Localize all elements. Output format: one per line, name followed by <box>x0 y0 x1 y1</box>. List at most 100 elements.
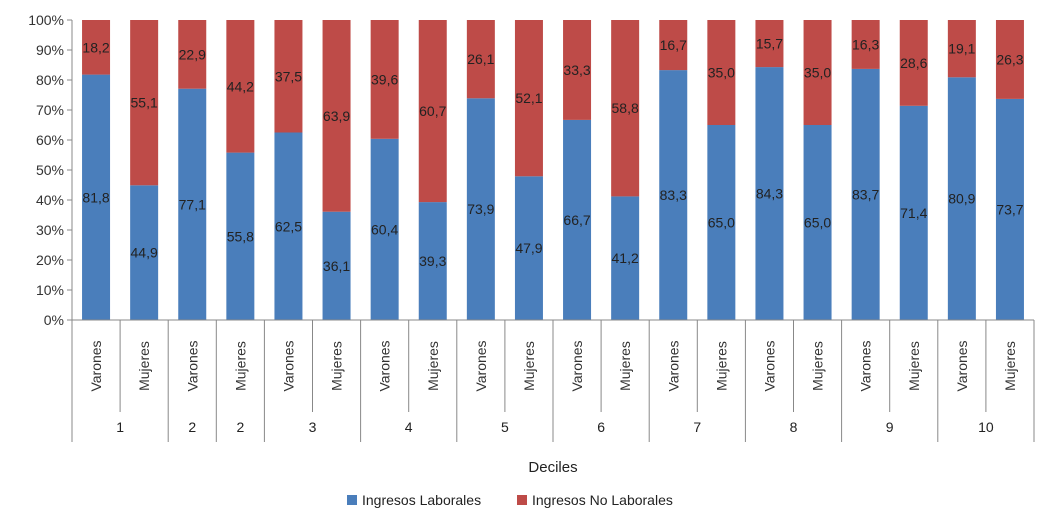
y-tick-label: 0% <box>44 312 64 328</box>
x-category-label: Mujeres <box>1002 341 1018 391</box>
bar-laborales-12 <box>611 196 640 320</box>
bar-no-laborales-6 <box>322 20 351 212</box>
bar-laborales-16 <box>803 125 832 320</box>
y-tick-label: 30% <box>36 222 64 238</box>
x-group-label: 1 <box>116 419 124 435</box>
data-label-laborales: 77,1 <box>179 196 206 212</box>
x-category-label: Mujeres <box>617 341 633 391</box>
bar-laborales-1 <box>82 74 111 320</box>
y-tick-label: 10% <box>36 282 64 298</box>
legend-label-no-laborales: Ingresos No Laborales <box>532 492 673 508</box>
bar-no-laborales-7 <box>370 20 399 139</box>
data-label-no-laborales: 22,9 <box>179 46 206 62</box>
data-label-no-laborales: 33,3 <box>563 62 590 78</box>
data-label-laborales: 47,9 <box>515 240 542 256</box>
bar-laborales-18 <box>899 105 928 320</box>
bar-no-laborales-12 <box>611 20 640 197</box>
data-label-laborales: 60,4 <box>371 221 398 237</box>
data-label-no-laborales: 28,6 <box>900 55 927 71</box>
x-group-label: 2 <box>236 419 244 435</box>
bar-no-laborales-9 <box>466 20 495 99</box>
bar-no-laborales-3 <box>178 20 207 89</box>
bar-no-laborales-19 <box>947 20 976 78</box>
data-label-laborales: 81,8 <box>82 189 109 205</box>
data-label-no-laborales: 63,9 <box>323 108 350 124</box>
bar-no-laborales-4 <box>226 20 255 153</box>
data-label-no-laborales: 58,8 <box>612 100 639 116</box>
x-category-label: Mujeres <box>713 341 729 391</box>
bar-no-laborales-16 <box>803 20 832 125</box>
x-group-label: 8 <box>790 419 798 435</box>
data-label-laborales: 41,2 <box>612 250 639 266</box>
bar-laborales-7 <box>370 138 399 320</box>
bar-laborales-14 <box>707 125 736 320</box>
x-category-label: Mujeres <box>425 341 441 391</box>
data-label-laborales: 71,4 <box>900 205 927 221</box>
data-label-no-laborales: 35,0 <box>804 65 831 81</box>
x-group-label: 9 <box>886 419 894 435</box>
axes-layer: 0% 10% 20% 30% 40% 50% 60% 70% 80% 90% 100% Varones… <box>28 12 1035 442</box>
x-group-label: 10 <box>978 419 994 435</box>
bar-no-laborales-5 <box>274 20 303 133</box>
x-category-label: Mujeres <box>521 341 537 391</box>
bar-laborales-6 <box>322 211 351 320</box>
x-category-label: Varones <box>184 340 200 391</box>
x-category-label: Mujeres <box>232 341 248 391</box>
data-label-no-laborales: 60,7 <box>419 103 446 119</box>
bar-laborales-19 <box>947 77 976 320</box>
bar-no-laborales-20 <box>995 20 1024 99</box>
bar-no-laborales-2 <box>130 20 159 186</box>
bar-no-laborales-8 <box>418 20 447 203</box>
y-tick-label: 60% <box>36 132 64 148</box>
data-label-laborales: 44,9 <box>131 245 158 261</box>
data-label-laborales: 62,5 <box>275 218 302 234</box>
data-label-no-laborales: 39,6 <box>371 71 398 87</box>
legend-swatch-no-laborales <box>517 495 527 505</box>
data-label-no-laborales: 19,1 <box>948 41 975 57</box>
bar-laborales-11 <box>563 119 592 321</box>
x-group-label: 2 <box>188 419 196 435</box>
data-label-no-laborales: 37,5 <box>275 68 302 84</box>
legend: Ingresos Laborales Ingresos No Laborales <box>347 492 673 508</box>
bars-layer <box>82 20 1024 321</box>
data-label-laborales: 80,9 <box>948 191 975 207</box>
x-group-label: 5 <box>501 419 509 435</box>
data-labels-layer: 81,8 18,2 44,9 55,1 77,1 22,9 55,8 44,2 62,5 37,5… <box>82 36 1023 274</box>
bar-no-laborales-10 <box>514 20 543 177</box>
data-label-laborales: 65,0 <box>804 215 831 231</box>
y-tick-label: 40% <box>36 192 64 208</box>
x-category-label: Varones <box>569 340 585 391</box>
x-group-label: 3 <box>309 419 317 435</box>
data-label-no-laborales: 52,1 <box>515 90 542 106</box>
legend-label-laborales: Ingresos Laborales <box>362 492 481 508</box>
bar-laborales-10 <box>514 176 543 320</box>
x-category-label: Mujeres <box>136 341 152 391</box>
x-category-label: Varones <box>280 340 296 391</box>
x-category-label: Varones <box>858 340 874 391</box>
x-category-label: Varones <box>761 340 777 391</box>
legend-swatch-laborales <box>347 495 357 505</box>
bar-laborales-3 <box>178 88 207 320</box>
bar-no-laborales-14 <box>707 20 736 125</box>
x-category-label: Mujeres <box>810 341 826 391</box>
x-axis-title: Deciles <box>528 459 577 476</box>
bar-laborales-9 <box>466 98 495 320</box>
x-group-label: 7 <box>693 419 701 435</box>
bar-no-laborales-13 <box>659 20 688 71</box>
bar-no-laborales-1 <box>82 20 111 75</box>
data-label-laborales: 65,0 <box>708 215 735 231</box>
bar-no-laborales-15 <box>755 20 784 68</box>
x-category-label: Varones <box>88 340 104 391</box>
data-label-no-laborales: 26,1 <box>467 51 494 67</box>
y-tick-label: 80% <box>36 72 64 88</box>
bar-no-laborales-18 <box>899 20 928 106</box>
bar-no-laborales-17 <box>851 20 880 69</box>
data-label-no-laborales: 18,2 <box>82 39 109 55</box>
x-category-label: Varones <box>665 340 681 391</box>
data-label-laborales: 39,3 <box>419 253 446 269</box>
x-category-label: Mujeres <box>329 341 345 391</box>
data-label-laborales: 73,7 <box>996 201 1023 217</box>
x-category-label: Varones <box>473 340 489 391</box>
data-label-laborales: 83,3 <box>660 187 687 203</box>
